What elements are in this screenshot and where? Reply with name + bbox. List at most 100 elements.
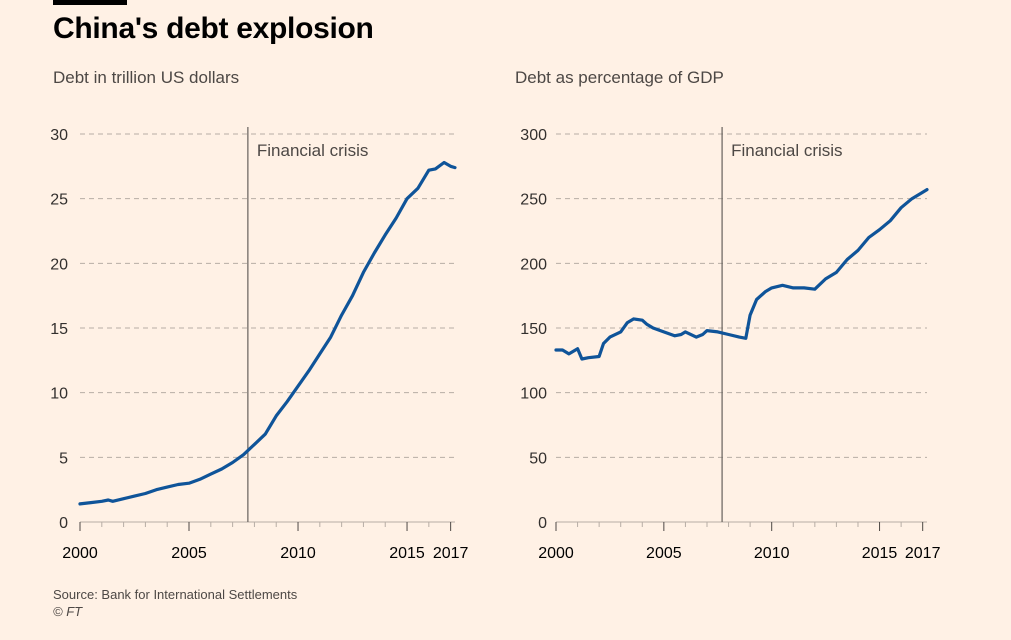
right-data-point	[727, 333, 730, 336]
right-data-point	[663, 331, 665, 333]
right-y-tick-label: 250	[520, 192, 547, 209]
left-data-point	[122, 497, 125, 500]
left-data-point	[253, 443, 256, 446]
source-note: Source: Bank for International Settlemen…	[53, 586, 297, 620]
right-data-point	[803, 287, 805, 289]
right-data-point	[645, 323, 648, 325]
left-data-point	[188, 482, 190, 485]
left-data-point	[362, 271, 365, 274]
right-data-point	[814, 288, 816, 291]
right-y-tick-label: 300	[520, 127, 547, 144]
right-data-point	[555, 349, 557, 351]
right-data-point	[701, 333, 704, 336]
right-data-point	[632, 318, 635, 320]
left-data-point	[428, 169, 430, 172]
right-data-point	[576, 347, 579, 350]
left-data-point	[111, 500, 114, 503]
right-data-point	[835, 271, 838, 274]
left-data-point	[449, 165, 452, 168]
right-data-point	[846, 258, 848, 261]
left-data-point	[373, 252, 376, 254]
right-y-tick-label: 200	[520, 256, 547, 273]
right-chart: 0 50 100 150 200 250 300 2000 2005 2010 2015 2017 Fi…	[520, 127, 941, 562]
left-data-point	[133, 495, 136, 497]
left-chart-title: Debt in trillion US dollars	[53, 68, 240, 87]
right-x-tick-label: 2000	[538, 545, 574, 562]
right-data-point	[921, 191, 924, 193]
right-data-point	[598, 355, 600, 358]
right-data-point	[867, 236, 870, 239]
left-y-tick-label: 20	[50, 256, 68, 273]
right-data-point	[926, 188, 928, 191]
right-x-tick-label: 2015	[862, 545, 898, 562]
left-x-tick-label: 2017	[433, 545, 469, 562]
left-x-tick-label: 2005	[171, 545, 207, 562]
left-y-tick-label: 5	[59, 450, 68, 467]
right-data-point	[738, 336, 741, 338]
right-data-point	[857, 249, 859, 252]
right-data-point	[626, 322, 628, 324]
right-data-point	[609, 336, 611, 338]
right-data-point	[706, 329, 708, 332]
right-chart-title: Debt as percentage of GDP	[515, 68, 724, 87]
left-data-point	[319, 353, 321, 355]
left-data-point	[384, 234, 387, 236]
left-data-point	[329, 336, 332, 338]
left-y-tick-label: 30	[50, 127, 68, 144]
right-data-point	[680, 333, 682, 336]
page-title: China's debt explosion	[53, 12, 374, 45]
left-x-tick-label: 2000	[62, 545, 98, 562]
right-x-tick-label: 2010	[754, 545, 790, 562]
right-y-tick-label: 50	[529, 450, 547, 467]
left-data-point	[417, 187, 419, 190]
right-data-point	[561, 349, 564, 351]
left-data-point	[166, 486, 169, 488]
right-data-point	[716, 331, 719, 333]
right-data-point	[602, 342, 605, 345]
left-data-point	[177, 483, 179, 486]
right-data-point	[619, 331, 622, 333]
right-crisis-label: Financial crisis	[731, 141, 842, 160]
left-data-point	[231, 461, 234, 464]
left-x-tick-label: 2015	[389, 545, 425, 562]
right-series-line	[554, 188, 929, 361]
right-data-point	[878, 228, 881, 231]
left-x-tick-label: 2010	[280, 545, 316, 562]
left-data-point	[199, 478, 201, 481]
right-y-tick-label: 0	[538, 515, 547, 532]
left-data-point	[351, 294, 354, 297]
left-data-point	[286, 400, 288, 403]
right-data-point	[641, 319, 644, 322]
left-data-point	[275, 415, 278, 417]
right-x-tick-label: 2005	[646, 545, 682, 562]
left-data-point	[297, 385, 299, 388]
right-data-point	[911, 197, 913, 200]
left-crisis-label: Financial crisis	[257, 141, 368, 160]
left-series-line	[78, 160, 457, 506]
right-data-point	[684, 331, 687, 333]
right-data-point	[695, 336, 698, 338]
source-text: Source: Bank for International Settlemen…	[53, 587, 298, 602]
left-data-point	[264, 433, 267, 435]
right-data-point	[824, 278, 827, 280]
right-data-point	[781, 284, 784, 287]
left-data-point	[107, 499, 110, 501]
left-data-point	[443, 161, 445, 164]
left-data-point	[308, 369, 310, 372]
right-data-point	[652, 327, 654, 329]
left-data-point	[395, 217, 397, 219]
left-data-point	[210, 473, 212, 475]
left-data-point	[90, 501, 92, 504]
left-chart: 0 5 10 15 20 25 30 2000 2005 2010 2015 2017 Financia…	[50, 127, 469, 562]
right-data-point	[889, 219, 892, 222]
right-y-tick-label: 100	[520, 386, 547, 403]
left-y-tick-label: 15	[50, 321, 68, 338]
right-x-tick-label: 2017	[905, 545, 941, 562]
right-data-point	[764, 290, 767, 293]
left-data-point	[340, 314, 343, 316]
copyright-text: © FT	[53, 604, 83, 619]
right-data-point	[792, 287, 795, 289]
right-data-point	[900, 206, 902, 209]
right-data-point	[745, 337, 747, 340]
